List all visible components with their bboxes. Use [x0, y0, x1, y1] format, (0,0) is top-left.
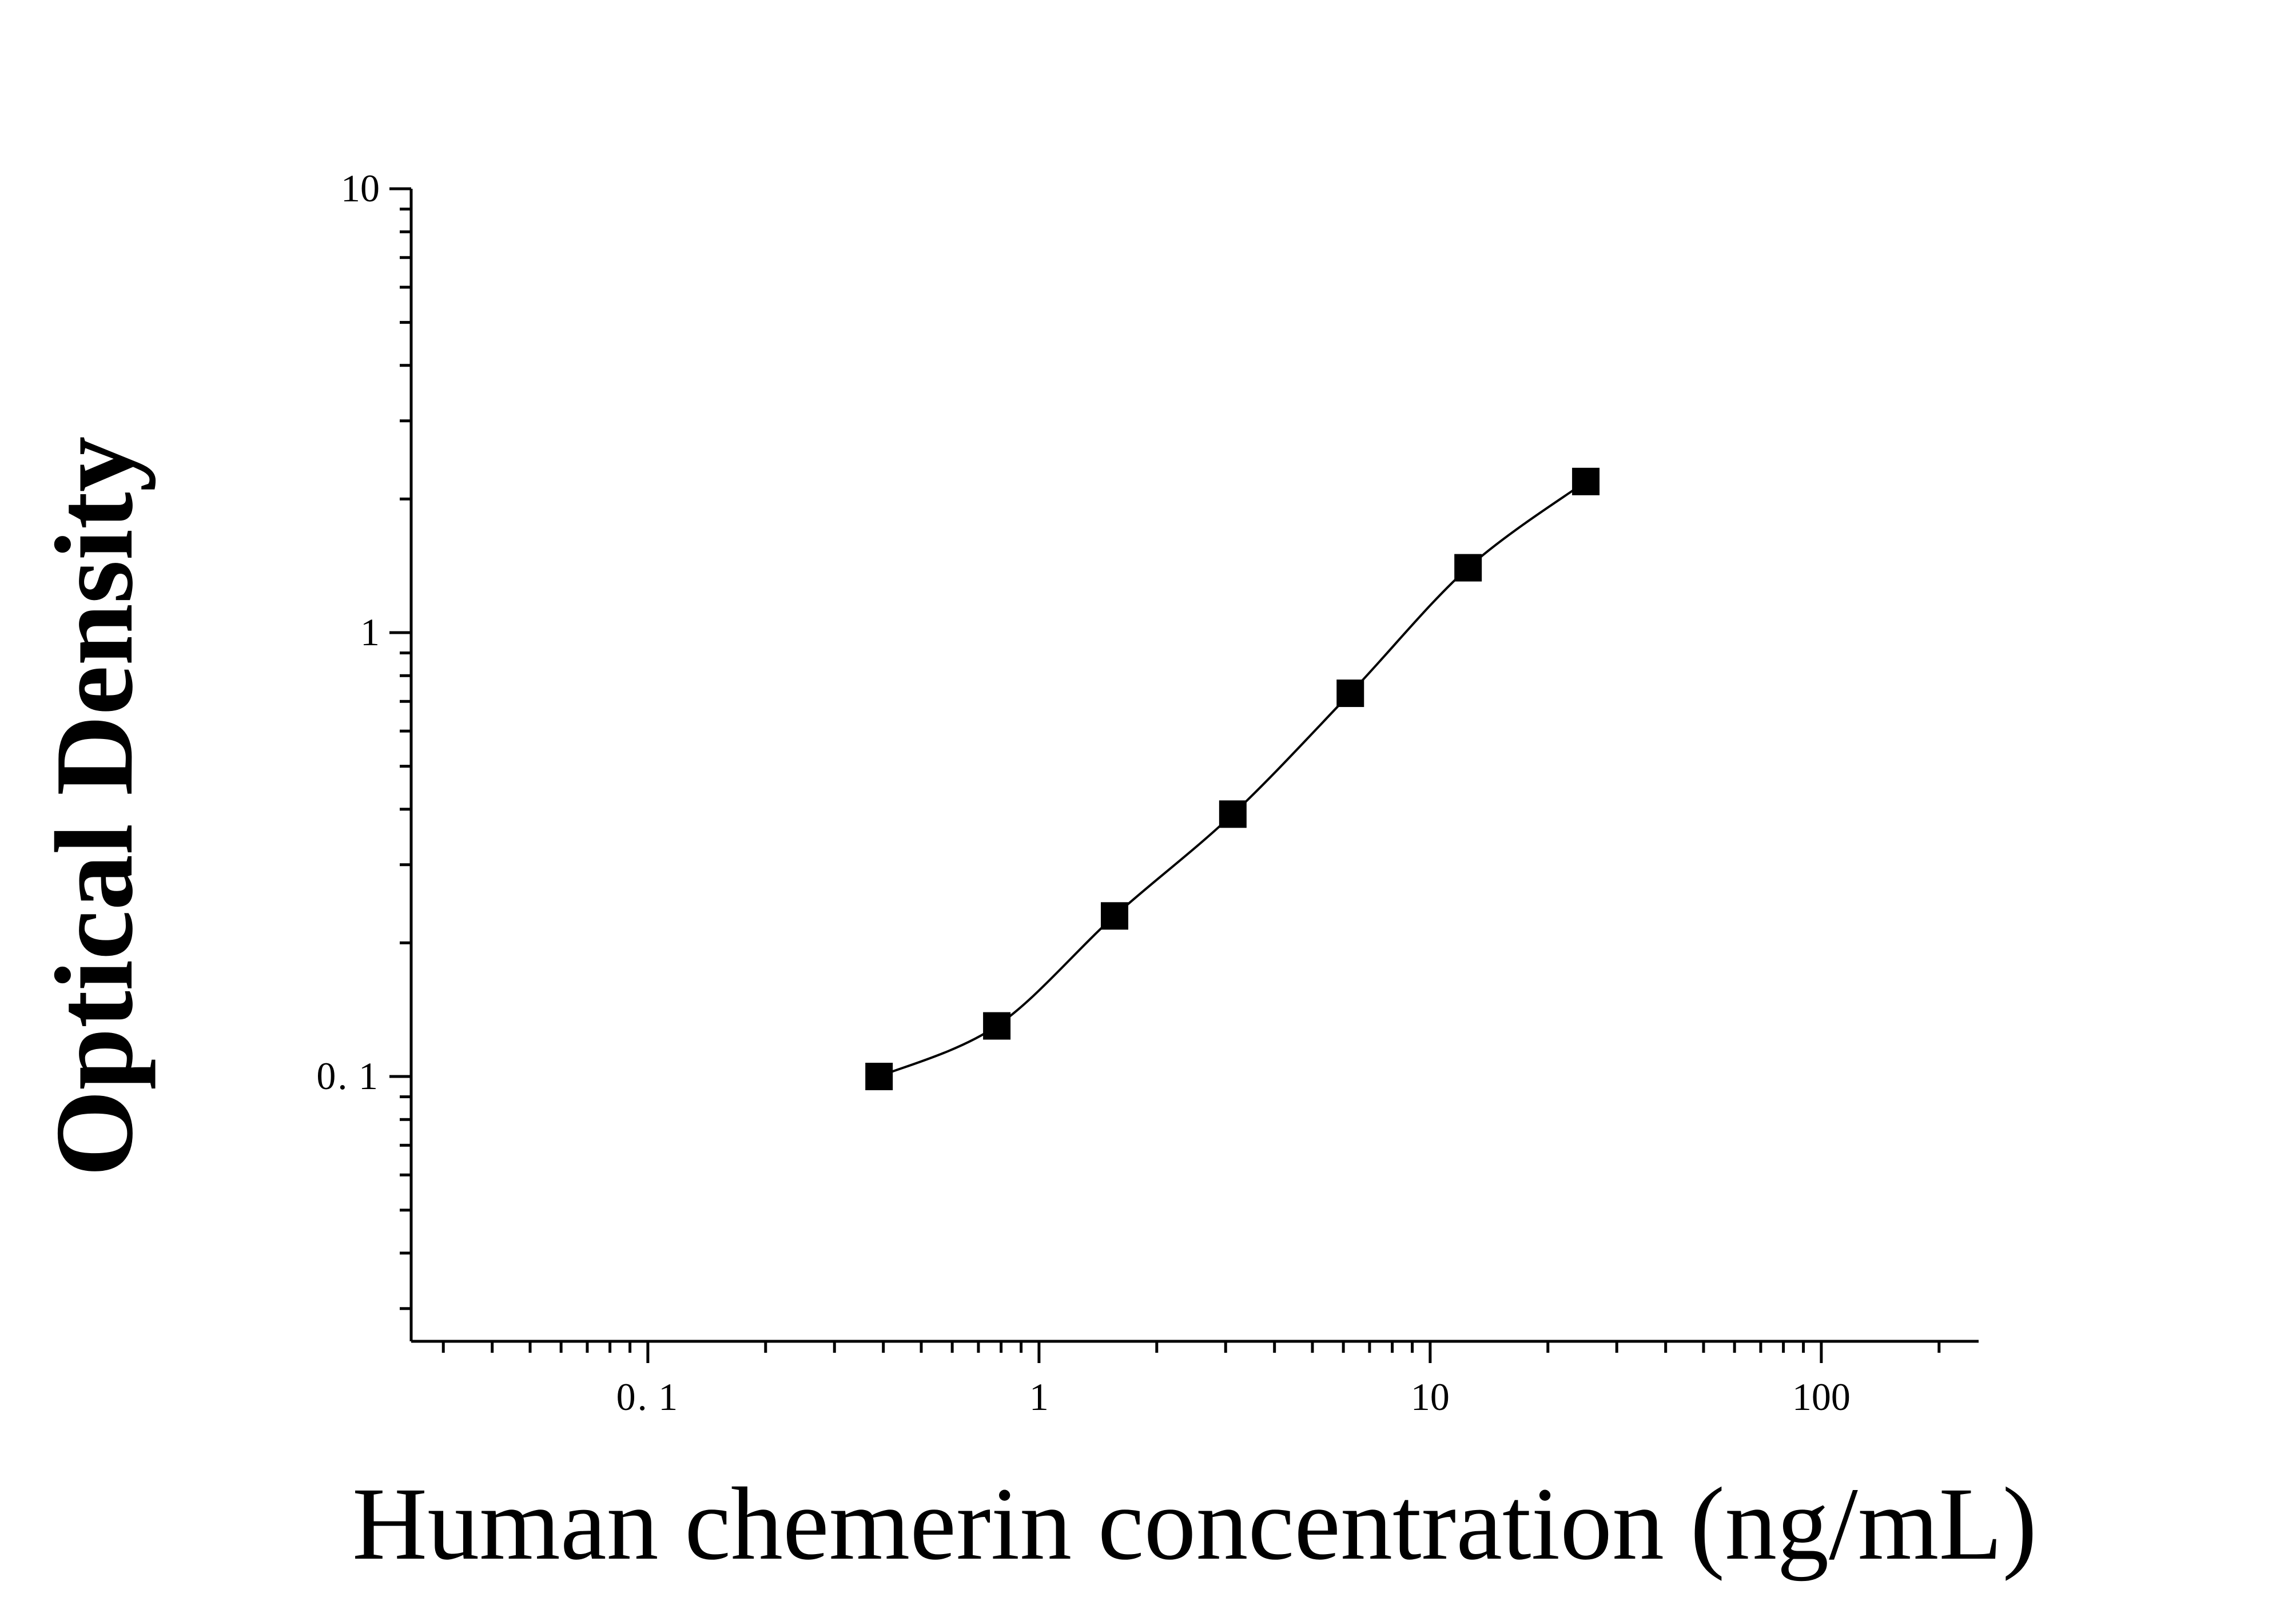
svg-text:0. 1: 0. 1 [316, 1054, 380, 1098]
svg-text:1: 1 [360, 610, 380, 654]
svg-text:100: 100 [1792, 1375, 1851, 1419]
svg-text:Optical Density: Optical Density [33, 436, 156, 1177]
svg-text:Human chemerin concentration (: Human chemerin concentration (ng/mL) [352, 1467, 2037, 1582]
svg-text:10: 10 [1411, 1375, 1450, 1419]
svg-text:0. 1: 0. 1 [616, 1375, 680, 1419]
svg-text:10: 10 [341, 166, 380, 210]
svg-text:1: 1 [1029, 1375, 1049, 1419]
